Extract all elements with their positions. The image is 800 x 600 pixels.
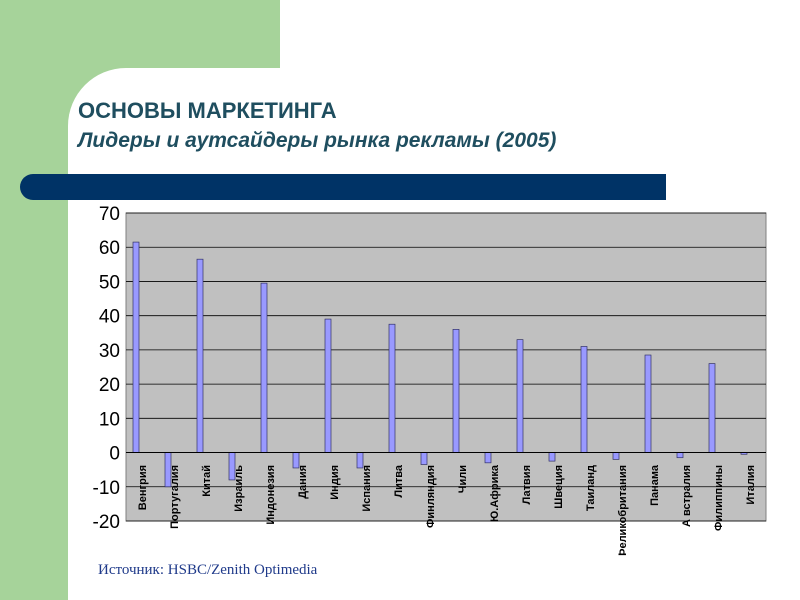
y-tick-label: -10: [93, 478, 120, 499]
bar-15: [580, 346, 588, 453]
y-tick-label: 40: [99, 307, 120, 328]
y-tick-label: 60: [99, 238, 120, 259]
x-tick-label: Ю.Африка: [489, 464, 501, 522]
bar-12: [484, 452, 492, 464]
x-tick-label: Дания: [297, 465, 309, 499]
x-tick-label: Чили: [457, 465, 469, 493]
x-tick-label: Венгрия: [137, 465, 149, 510]
y-tick-label: 20: [99, 375, 120, 396]
y-tick-label: 0: [109, 444, 120, 465]
bar-10: [420, 452, 428, 465]
bar-14: [548, 452, 556, 462]
y-tick-label: -20: [93, 512, 120, 533]
x-tick-label: Индия: [329, 465, 341, 500]
bar-3: [196, 258, 204, 453]
bar-7: [324, 318, 332, 453]
x-tick-label: Панама: [649, 464, 661, 506]
y-axis-labels: 70 60 50 40 30 20 10 0 -10 -20: [93, 204, 120, 533]
x-tick-label: Литва: [393, 464, 405, 497]
bar-17: [644, 354, 652, 453]
y-tick-label: 70: [99, 204, 120, 225]
x-tick-label: Китай: [201, 465, 213, 497]
x-tick-label: Филиппины: [713, 465, 725, 531]
y-tick-label: 30: [99, 341, 120, 362]
x-axis-labels: Венгрия Португалия Китай Израиль Индонезия Да…: [137, 464, 757, 556]
bar-18: [676, 452, 684, 459]
bar-9: [388, 323, 396, 453]
bar-19: [708, 363, 716, 453]
x-tick-label: Þеликобритания: [617, 465, 629, 556]
x-tick-label: Латвия: [521, 465, 533, 504]
bar-16: [612, 452, 620, 460]
title-divider-bar: [20, 174, 666, 200]
slide-header: ОСНОВЫ МАРКЕТИНГА Лидеры и аутсайдеры ры…: [78, 96, 556, 156]
plot-area: [125, 212, 767, 522]
slide-subtitle: Лидеры и аутсайдеры рынка рекламы (2005): [78, 129, 557, 152]
x-tick-label: А встралия: [681, 465, 693, 527]
source-note: Источник: HSBC/Zenith Optimedia: [98, 562, 318, 578]
bar-5: [260, 282, 268, 453]
bars-group: [132, 241, 748, 488]
y-tick-label: 10: [99, 409, 120, 430]
x-tick-label: Италия: [745, 465, 757, 505]
x-tick-label: Таиланд: [585, 465, 597, 511]
x-tick-label: Финляндия: [425, 465, 437, 528]
x-tick-label: Швеция: [553, 465, 565, 509]
slide-title: ОСНОВЫ МАРКЕТИНГА: [78, 98, 337, 123]
x-tick-label: Португалия: [169, 465, 181, 529]
y-tick-label: 50: [99, 272, 120, 293]
bar-13: [516, 339, 524, 453]
bar-11: [452, 329, 460, 453]
x-tick-label: Израиль: [233, 465, 245, 512]
x-tick-label: Индонезия: [265, 465, 277, 525]
bar-1: [132, 241, 140, 453]
x-tick-label: Испания: [361, 465, 373, 512]
